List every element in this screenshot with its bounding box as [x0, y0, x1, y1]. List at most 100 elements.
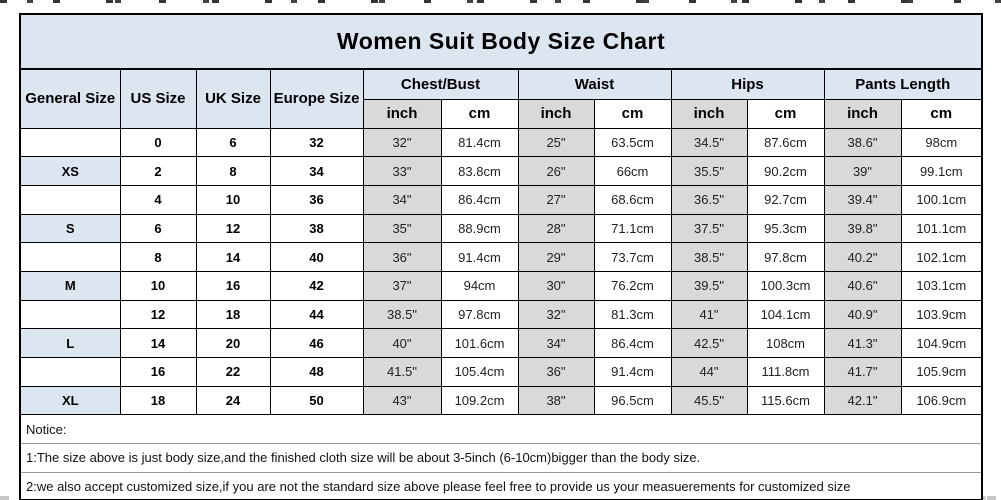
europe-size-cell: 32: [269, 127, 364, 158]
uk-size-cell: 6: [195, 127, 271, 158]
chest-inch-cell: 41.5": [362, 357, 442, 387]
pants-inch-cell: 41.3": [823, 328, 902, 358]
waist-inch-cell: 30": [517, 270, 595, 301]
table-row: S 6 12 38 35" 88.9cm 28" 71.1cm 37.5" 95…: [19, 213, 983, 244]
group-header-hips: Hips: [670, 68, 825, 100]
notice-line-2: 2:we also accept customized size,if you …: [19, 471, 983, 500]
hips-inch-cell: 38.5": [670, 242, 748, 272]
hips-cm-cell: 100.3cm: [746, 270, 825, 301]
europe-size-cell: 46: [269, 328, 364, 358]
hips-cm-cell: 92.7cm: [746, 184, 825, 215]
hips-cm-cell: 90.2cm: [746, 156, 825, 186]
chest-cm-cell: 101.6cm: [440, 328, 519, 358]
table-row: 16 22 48 41.5" 105.4cm 36" 91.4cm 44" 11…: [19, 357, 983, 387]
hips-cm-cell: 108cm: [746, 328, 825, 358]
table-row: 12 18 44 38.5" 97.8cm 32" 81.3cm 41" 104…: [19, 299, 983, 330]
hips-cm-cell: 104.1cm: [746, 299, 825, 330]
us-size-cell: 14: [119, 328, 197, 358]
pants-cm-cell: 103.1cm: [900, 270, 983, 301]
chest-cm-cell: 109.2cm: [440, 385, 519, 416]
waist-inch-cell: 25": [517, 127, 595, 158]
general-size-cell: [19, 242, 121, 272]
uk-size-cell: 24: [195, 385, 271, 416]
waist-inch-cell: 34": [517, 328, 595, 358]
notice-line-row: 2:we also accept customized size,if you …: [19, 471, 983, 500]
header-group-row: General Size US Size UK Size Europe Size…: [19, 68, 983, 129]
cropped-text-artifacts-top: [0, 0, 1001, 3]
europe-size-cell: 38: [269, 213, 364, 244]
hips-inch-cell: 44": [670, 357, 748, 387]
chest-cm-cell: 97.8cm: [440, 299, 519, 330]
group-header-chest-bust: Chest/Bust: [362, 68, 519, 100]
hips-inch-cell: 37.5": [670, 213, 748, 244]
waist-inch-cell: 36": [517, 357, 595, 387]
hips-cm-cell: 111.8cm: [746, 357, 825, 387]
general-size-cell: [19, 299, 121, 330]
hips-inch-cell: 39.5": [670, 270, 748, 301]
col-header-uk-size: UK Size: [195, 68, 271, 129]
pants-cm-cell: 101.1cm: [900, 213, 983, 244]
notice-header-row: Notice:: [19, 414, 983, 444]
size-chart-sheet: Women Suit Body Size Chart General Size …: [19, 13, 984, 500]
europe-size-cell: 42: [269, 270, 364, 301]
notice-line-1: 1:The size above is just body size,and t…: [19, 443, 983, 473]
us-size-cell: 0: [119, 127, 197, 158]
europe-size-cell: 36: [269, 184, 364, 215]
unit-header-hips-cm: cm: [746, 98, 825, 129]
table-row: XL 18 24 50 43" 109.2cm 38" 96.5cm 45.5"…: [19, 385, 983, 416]
pants-cm-cell: 105.9cm: [900, 357, 983, 387]
hips-inch-cell: 45.5": [670, 385, 748, 416]
notice-section: Notice: 1:The size above is just body si…: [19, 414, 983, 500]
table-row: 4 10 36 34" 86.4cm 27" 68.6cm 36.5" 92.7…: [19, 184, 983, 215]
hips-inch-cell: 36.5": [670, 184, 748, 215]
europe-size-cell: 48: [269, 357, 364, 387]
pants-cm-cell: 103.9cm: [900, 299, 983, 330]
unit-header-pants-cm: cm: [900, 98, 983, 129]
waist-cm-cell: 86.4cm: [593, 328, 672, 358]
chest-inch-cell: 35": [362, 213, 442, 244]
table-row: 0 6 32 32" 81.4cm 25" 63.5cm 34.5" 87.6c…: [19, 127, 983, 158]
pants-inch-cell: 38.6": [823, 127, 902, 158]
pants-inch-cell: 42.1": [823, 385, 902, 416]
hips-inch-cell: 41": [670, 299, 748, 330]
general-size-cell: [19, 184, 121, 215]
uk-size-cell: 12: [195, 213, 271, 244]
pants-cm-cell: 99.1cm: [900, 156, 983, 186]
unit-header-hips-inch: inch: [670, 98, 748, 129]
header-unit-row: inch cm inch cm inch cm inch cm: [20, 98, 983, 129]
hips-inch-cell: 35.5": [670, 156, 748, 186]
pants-inch-cell: 39.4": [823, 184, 902, 215]
waist-cm-cell: 63.5cm: [593, 127, 672, 158]
notice-line-row: 1:The size above is just body size,and t…: [19, 443, 983, 473]
europe-size-cell: 44: [269, 299, 364, 330]
chest-inch-cell: 33": [362, 156, 442, 186]
uk-size-cell: 22: [195, 357, 271, 387]
unit-header-waist-inch: inch: [517, 98, 595, 129]
waist-cm-cell: 71.1cm: [593, 213, 672, 244]
us-size-cell: 12: [119, 299, 197, 330]
unit-header-chest-cm: cm: [440, 98, 519, 129]
chest-cm-cell: 88.9cm: [440, 213, 519, 244]
uk-size-cell: 16: [195, 270, 271, 301]
us-size-cell: 18: [119, 385, 197, 416]
europe-size-cell: 34: [269, 156, 364, 186]
uk-size-cell: 8: [195, 156, 271, 186]
hips-cm-cell: 115.6cm: [746, 385, 825, 416]
waist-inch-cell: 27": [517, 184, 595, 215]
chest-cm-cell: 83.8cm: [440, 156, 519, 186]
us-size-cell: 10: [119, 270, 197, 301]
group-header-waist: Waist: [517, 68, 672, 100]
chest-cm-cell: 91.4cm: [440, 242, 519, 272]
waist-inch-cell: 28": [517, 213, 595, 244]
waist-cm-cell: 76.2cm: [593, 270, 672, 301]
pants-cm-cell: 104.9cm: [900, 328, 983, 358]
pants-cm-cell: 106.9cm: [900, 385, 983, 416]
europe-size-cell: 40: [269, 242, 364, 272]
chest-inch-cell: 40": [362, 328, 442, 358]
chest-cm-cell: 105.4cm: [440, 357, 519, 387]
chest-cm-cell: 81.4cm: [440, 127, 519, 158]
chest-inch-cell: 34": [362, 184, 442, 215]
size-chart-table: Women Suit Body Size Chart General Size …: [19, 13, 984, 500]
unit-header-chest-inch: inch: [362, 98, 442, 129]
hips-cm-cell: 87.6cm: [746, 127, 825, 158]
